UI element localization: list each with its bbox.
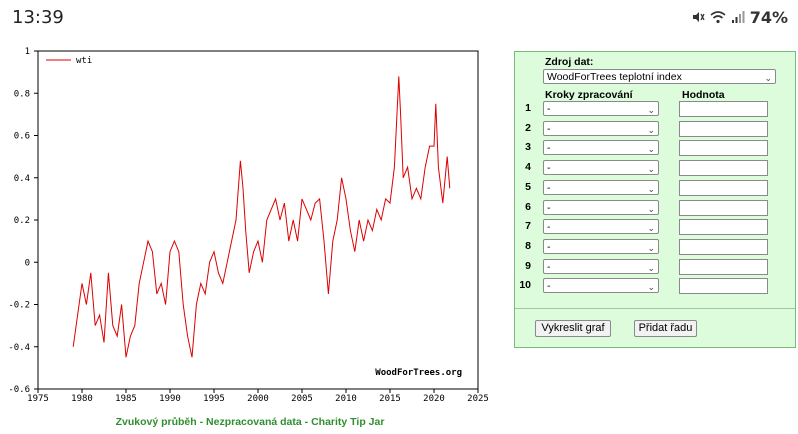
temperature-chart: 1975 1980 1985 1990 1995 2000 2005 2010 2015 2020… [0,40,500,418]
mute-icon [692,12,705,22]
status-icons: 74% [691,7,788,27]
step-number: 1 [525,102,531,114]
step-select-value: - [547,280,551,293]
chevron-down-icon: ⌄ [647,223,655,234]
step-value-input-2[interactable] [679,120,768,137]
x-tick-label: 1980 [71,394,93,404]
step-value-input-6[interactable] [679,199,768,216]
y-tick-label: -0.4 [8,343,30,353]
x-tick-label: 2005 [291,394,313,404]
step-select-value: - [547,260,551,273]
y-tick-label: 0.2 [14,216,30,226]
x-tick-label: 2020 [423,394,445,404]
step-number: 4 [525,161,531,174]
step-number: 10 [519,279,531,292]
chevron-down-icon: ⌄ [647,105,655,115]
chevron-down-icon: ⌄ [647,242,655,253]
step-select-value: - [547,201,551,214]
x-tick-label: 2025 [467,394,489,404]
step-select-9[interactable]: - ⌄ [543,258,659,274]
step-select-2[interactable]: - ⌄ [543,120,659,136]
step-select-value: - [547,142,551,155]
add-series-button[interactable]: Přidat řadu [634,320,697,337]
y-tick-label: 0 [25,258,30,268]
chevron-down-icon: ⌄ [647,183,655,194]
clock-time: 13:39 [12,7,64,28]
step-value-input-8[interactable] [679,238,768,255]
plot-graph-button[interactable]: Vykreslit graf [535,320,611,337]
chevron-down-icon: ⌄ [647,144,655,155]
step-value-input-10[interactable] [679,278,768,295]
legend-label: wti [76,56,92,66]
y-tick-label: -0.6 [8,385,30,395]
step-number: 7 [525,220,531,233]
step-select-8[interactable]: - ⌄ [543,238,659,254]
step-number: 6 [525,200,531,213]
step-select-3[interactable]: - ⌄ [543,140,659,156]
step-select-10[interactable]: - ⌄ [543,278,659,294]
chevron-down-icon: ⌄ [647,262,655,273]
step-value-input-9[interactable] [679,258,768,275]
series-line-wti [72,76,451,358]
step-select-4[interactable]: - ⌄ [543,160,659,176]
step-select-value: - [547,122,551,135]
y-tick-label: 0.8 [14,89,30,99]
step-select-value: - [547,221,551,234]
x-tick-label: 1985 [115,394,137,404]
x-tick-label: 1990 [159,394,181,404]
chevron-down-icon: ⌄ [647,124,655,135]
x-tick-label: 2015 [379,394,401,404]
step-select-7[interactable]: - ⌄ [543,219,659,235]
source-select-value: WoodForTrees teplotní index [547,71,682,83]
step-select-6[interactable]: - ⌄ [543,199,659,215]
step-number: 8 [525,239,531,252]
chevron-down-icon: ⌄ [647,164,655,175]
step-select-value: - [547,181,551,194]
watermark-label: WoodForTrees.org [375,368,462,378]
plot-frame [37,50,479,390]
x-tick-label: 2010 [335,394,357,404]
footer-links: Zvukový průběh - Nezpracovaná data - Cha… [0,416,500,428]
chevron-down-icon: ⌄ [764,73,772,83]
battery-level: 74% [749,7,788,27]
step-value-input-4[interactable] [679,160,768,177]
step-select-5[interactable]: - ⌄ [543,179,659,195]
y-tick-label: 1 [25,47,30,57]
status-bar: 13:39 74% [0,0,798,34]
step-number: 3 [525,141,531,154]
step-select-value: - [547,240,551,253]
steps-header: Kroky zpracování [545,89,633,101]
source-select[interactable]: WoodForTrees teplotní index ⌄ [543,69,776,84]
waveform-link[interactable]: Zvukový průběh [115,416,197,428]
chevron-down-icon: ⌄ [647,282,655,293]
separator: - [301,416,312,428]
chart-svg: 1975 1980 1985 1990 1995 2000 2005 2010 2015 2020… [8,47,489,404]
wifi-icon [710,11,726,24]
source-label: Zdroj dat: [545,56,594,68]
x-tick-label: 1995 [203,394,225,404]
step-number: 5 [525,180,531,193]
value-header: Hodnota [682,89,725,101]
chevron-down-icon: ⌄ [647,203,655,214]
y-tick-label: -0.2 [8,301,30,311]
control-panel: Zdroj dat: WoodForTrees teplotní index ⌄… [514,51,796,348]
step-select-value: - [547,103,551,115]
step-number: 2 [525,121,531,134]
step-value-input-3[interactable] [679,140,768,157]
panel-divider [515,308,795,309]
raw-data-link[interactable]: Nezpracovaná data [206,416,302,428]
step-value-input-1[interactable] [679,101,768,117]
step-number: 9 [525,259,531,272]
y-tick-label: 0.4 [14,174,30,184]
signal-icon [731,11,745,23]
step-select-value: - [547,162,551,175]
x-tick-label: 1975 [27,394,49,404]
y-tick-label: 0.6 [14,132,30,142]
step-value-input-7[interactable] [679,219,768,236]
x-tick-label: 2000 [247,394,269,404]
charity-link[interactable]: Charity Tip Jar [311,416,385,428]
step-value-input-5[interactable] [679,179,768,196]
step-select-1[interactable]: - ⌄ [543,101,659,116]
separator: - [196,416,207,428]
